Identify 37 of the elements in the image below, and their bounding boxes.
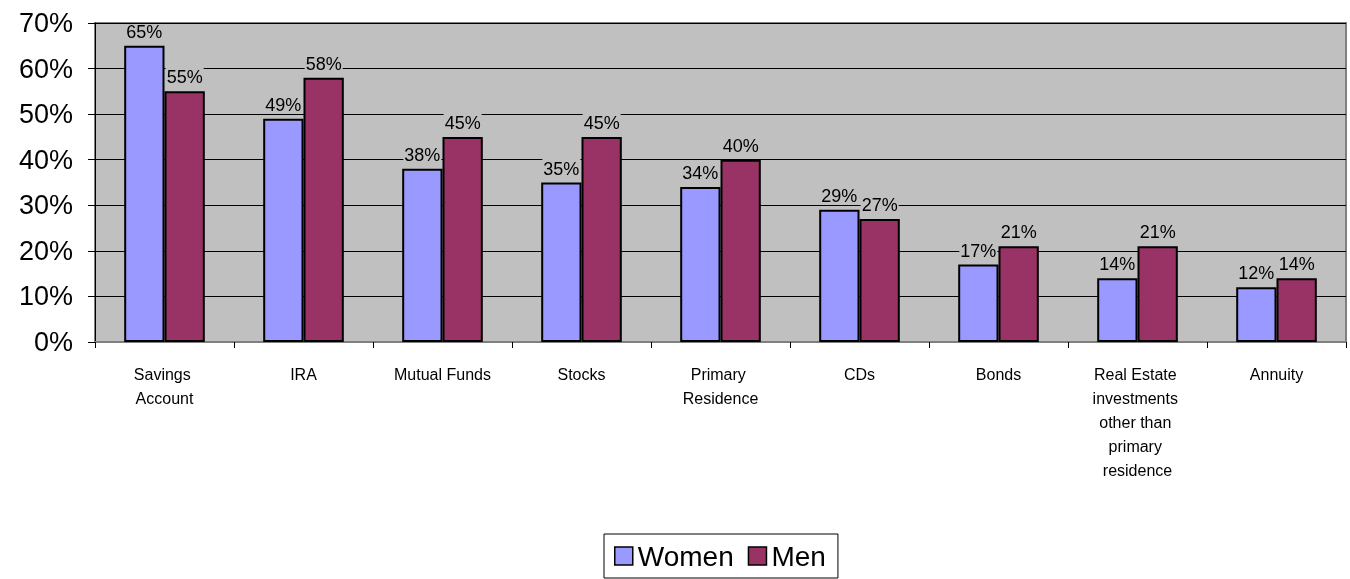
x-tick-label: Real Estate investments other than primary residence xyxy=(1092,365,1183,479)
y-tick-label: 0% xyxy=(33,327,73,357)
data-label: 12% xyxy=(1238,263,1275,284)
data-label: 45% xyxy=(583,112,620,133)
y-tick-label: 40% xyxy=(18,144,73,175)
y-tick-label: 30% xyxy=(18,190,73,221)
x-tick-label: Mutual Funds xyxy=(394,365,491,383)
legend-label: Men xyxy=(771,540,826,572)
y-tick-label: 60% xyxy=(18,53,73,84)
x-tick-label: IRA xyxy=(290,365,318,383)
x-tick-label: Savings Account xyxy=(133,365,196,407)
x-tick-label: Bonds xyxy=(975,365,1022,383)
data-label: 21% xyxy=(1139,222,1176,243)
y-tick-label: 70% xyxy=(18,8,73,38)
data-label: 14% xyxy=(1099,254,1136,275)
data-label: 40% xyxy=(722,135,759,156)
data-label: 14% xyxy=(1278,254,1315,275)
data-label: 65% xyxy=(126,21,163,42)
y-tick-label: 50% xyxy=(18,99,73,130)
data-label: 27% xyxy=(861,194,898,215)
y-tick-label: 20% xyxy=(18,235,73,266)
data-label: 21% xyxy=(1000,222,1037,243)
data-label: 45% xyxy=(444,112,481,133)
x-tick-label: Annuity xyxy=(1249,365,1304,383)
data-label: 55% xyxy=(166,67,203,88)
y-tick-label: 10% xyxy=(18,281,73,312)
x-tick-label: Primary Residence xyxy=(682,365,759,407)
x-tick-label: CDs xyxy=(843,365,876,383)
data-label: 35% xyxy=(543,158,580,179)
data-label: 29% xyxy=(821,185,858,206)
x-tick-label: Stocks xyxy=(557,365,606,383)
legend-label: Women xyxy=(637,540,734,572)
data-label: 58% xyxy=(305,53,342,74)
data-label: 17% xyxy=(960,240,997,261)
data-label: 49% xyxy=(265,94,302,115)
data-label: 38% xyxy=(404,144,441,165)
data-label: 34% xyxy=(682,163,719,184)
